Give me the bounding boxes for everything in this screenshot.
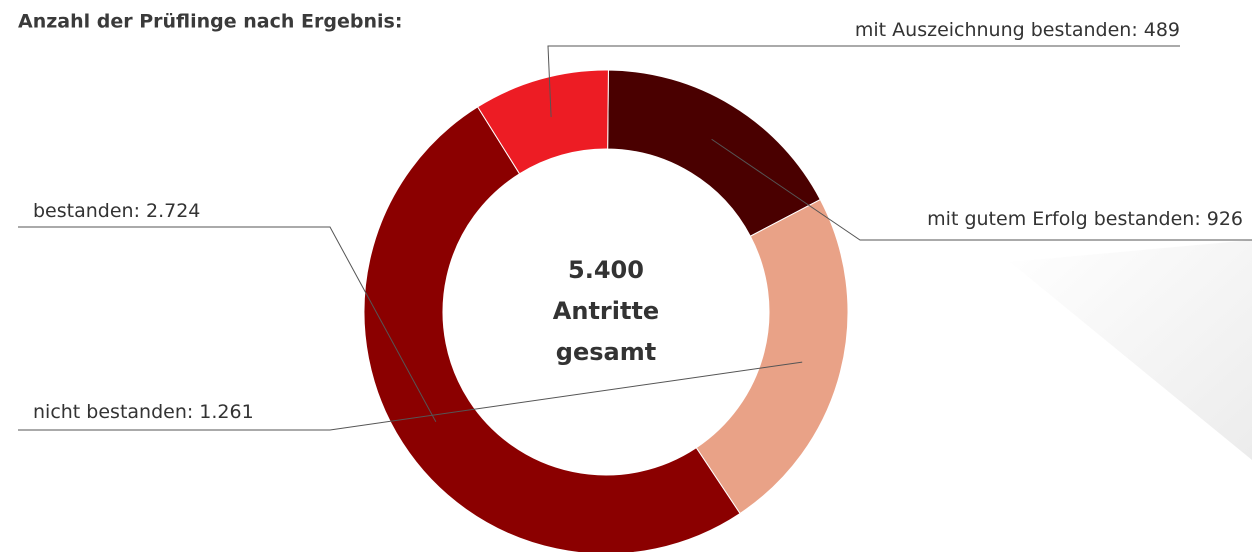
category-label: mit gutem Erfolg bestanden: — [927, 208, 1201, 230]
donut-slice — [607, 69, 821, 237]
category-label: bestanden: — [33, 200, 140, 222]
center-text: gesamt — [556, 338, 656, 366]
value-label: 489 — [1144, 19, 1180, 41]
background-shape — [1010, 240, 1252, 460]
slice-label: nicht bestanden: 1.261 — [33, 401, 254, 423]
leader-line — [711, 138, 1252, 241]
value-label: 1.261 — [199, 401, 253, 423]
slice-label: mit gutem Erfolg bestanden: 926 — [927, 208, 1243, 230]
donut — [363, 69, 849, 552]
leader-line — [18, 226, 437, 423]
value-label: 926 — [1207, 208, 1243, 230]
category-label: nicht bestanden: — [33, 401, 193, 423]
total-value: 5.400 — [568, 256, 644, 284]
leader-line — [547, 45, 1180, 118]
slice-label: mit Auszeichnung bestanden: 489 — [855, 19, 1180, 41]
center-text: Antritte — [553, 297, 659, 325]
donut-slice — [695, 198, 849, 515]
donut-slice — [363, 106, 741, 552]
category-label: mit Auszeichnung bestanden: — [855, 19, 1138, 41]
value-label: 2.724 — [146, 200, 200, 222]
slice-label: bestanden: 2.724 — [33, 200, 200, 222]
leader-line — [18, 361, 803, 431]
donut-slice — [476, 69, 609, 175]
chart-title: Anzahl der Prüflinge nach Ergebnis: — [18, 11, 402, 33]
